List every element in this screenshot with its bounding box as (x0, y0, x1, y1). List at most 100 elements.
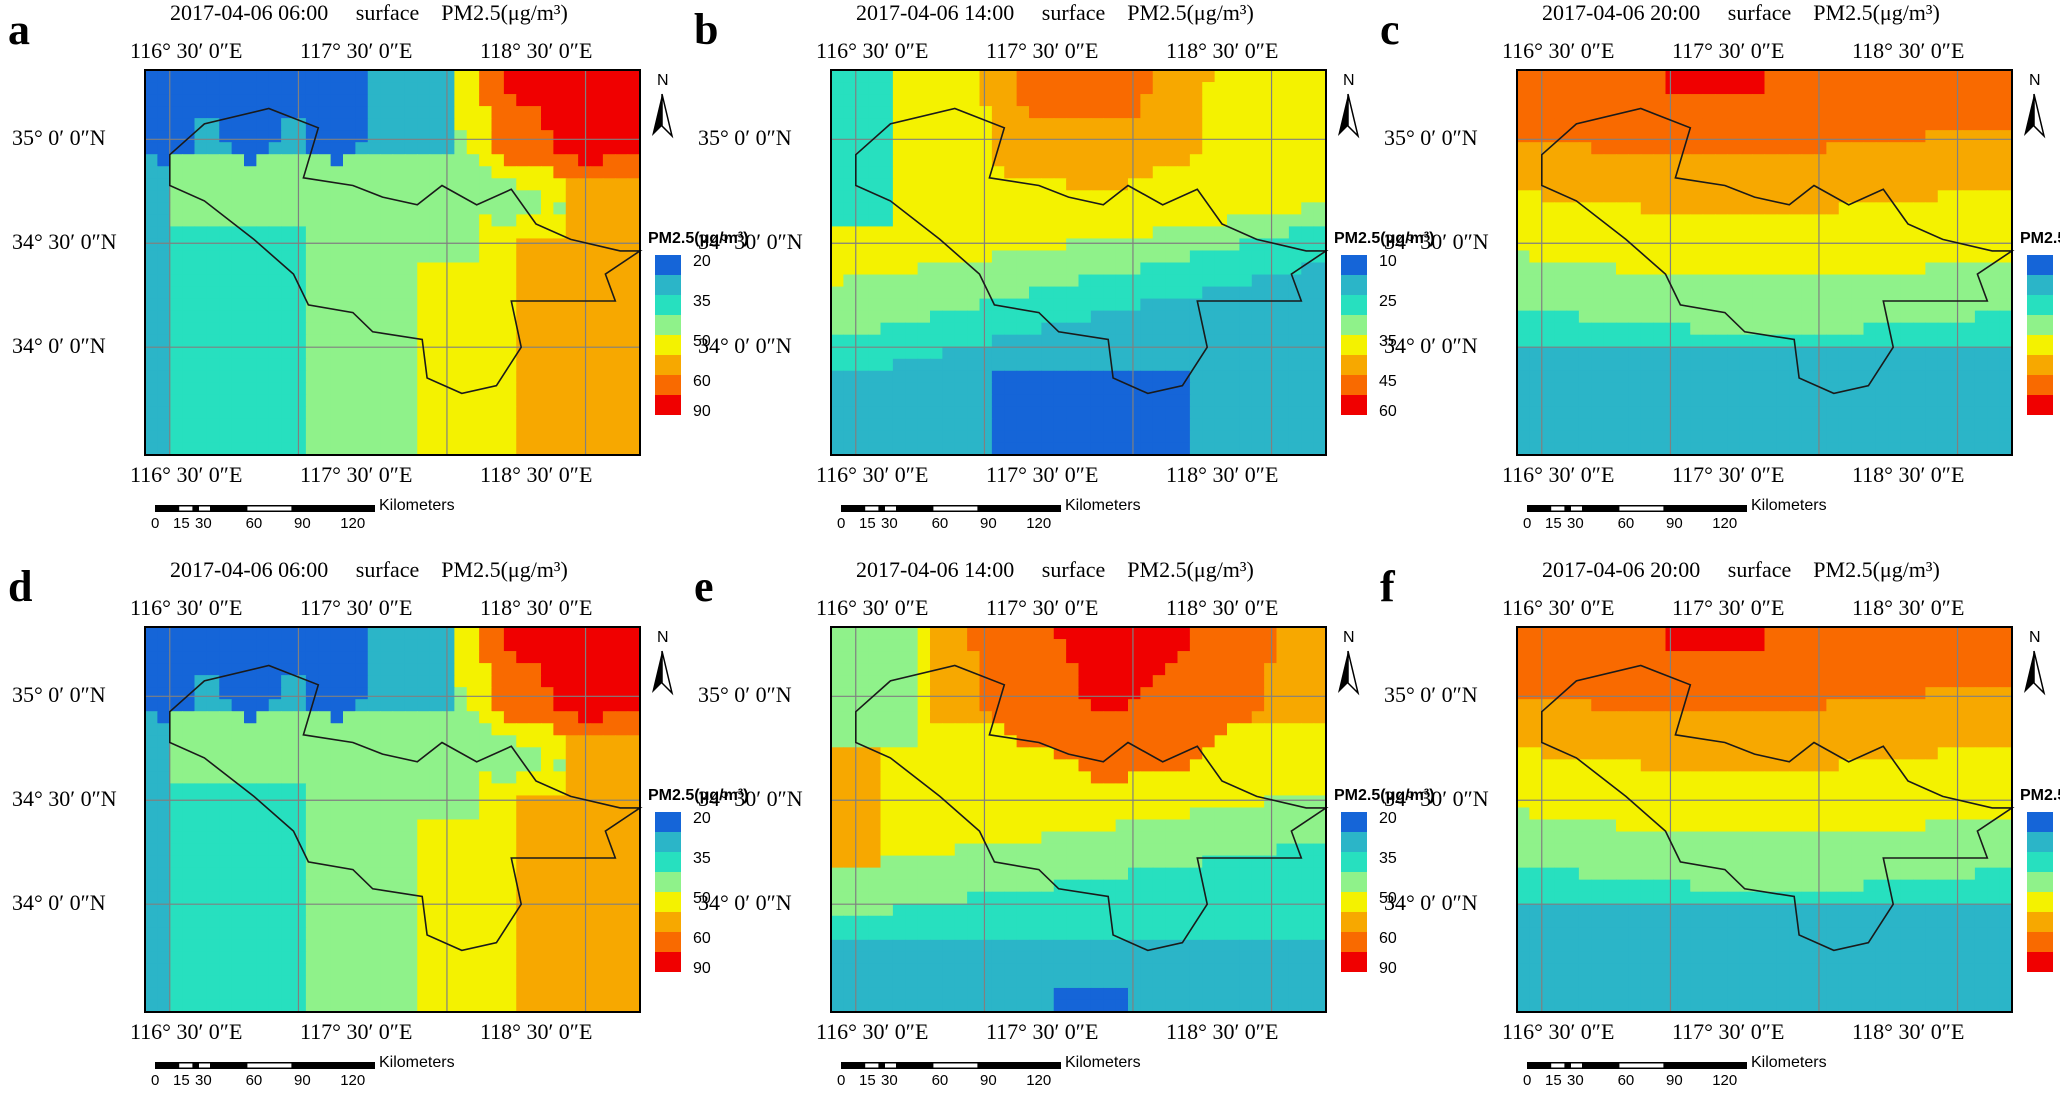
lon-label-bottom: 118° 30′ 0″E (1166, 1019, 1279, 1044)
lat-label: 34° 0′ 0″N (1384, 333, 1478, 359)
legend-title: PM2.5(μg/m³) (1334, 230, 1435, 247)
panel-label: c (1380, 5, 1400, 54)
map-panel-c: c 2017-04-06 20:00 surface PM2.5(μg/m³) 11… (1372, 0, 2060, 557)
legend-swatch (1341, 275, 1367, 295)
lon-label-top: 117° 30′ 0″E (1672, 595, 1785, 620)
region-boundary (1541, 664, 2015, 952)
legend-swatch (655, 932, 681, 952)
region-boundary (1541, 107, 2015, 395)
legend-swatch (655, 355, 681, 375)
map-svg (144, 69, 681, 512)
lon-label-bottom: 118° 30′ 0″E (480, 462, 593, 487)
legend-swatch (1341, 832, 1367, 852)
scale-tick: 90 (1666, 1072, 1683, 1089)
legend-swatch (655, 872, 681, 892)
scale-tick: 30 (1567, 1072, 1584, 1089)
scale-tick: 90 (294, 1072, 311, 1089)
scale-unit: Kilometers (1751, 1054, 1827, 1071)
legend-swatch (655, 375, 681, 395)
legend-swatch (655, 315, 681, 335)
scale-unit: Kilometers (1065, 497, 1141, 514)
scale-tick: 90 (294, 515, 311, 532)
scale-tick: 0 (1523, 515, 1532, 532)
lat-label: 34° 30′ 0″N (12, 229, 117, 255)
legend-swatch (655, 255, 681, 275)
scale-tick: 30 (195, 515, 212, 532)
lat-label: 35° 0′ 0″N (1384, 125, 1478, 151)
scale-tick: 120 (1026, 515, 1052, 532)
panel-title: 2017-04-06 14:00 surface PM2.5(μg/m³) (856, 557, 1254, 582)
map-svg (1516, 626, 2053, 1069)
north-arrow-label: N (1343, 72, 1355, 89)
lat-label: 35° 0′ 0″N (1384, 682, 1478, 708)
lat-label: 34° 0′ 0″N (698, 890, 792, 916)
scale-tick: 0 (1523, 1072, 1532, 1089)
legend-swatch (1341, 395, 1367, 415)
lat-label: 34° 30′ 0″N (1384, 786, 1489, 812)
scale-unit: Kilometers (1065, 1054, 1141, 1071)
north-arrow-label: N (657, 629, 669, 646)
legend-swatch (655, 295, 681, 315)
scale-unit: Kilometers (1751, 497, 1827, 514)
region-boundary (169, 664, 643, 952)
lon-label-bottom: 118° 30′ 0″E (1852, 1019, 1965, 1044)
legend-swatch (1341, 375, 1367, 395)
scale-tick: 30 (881, 1072, 898, 1089)
scale-tick: 0 (837, 515, 846, 532)
map-panel-a: a 2017-04-06 06:00 surface PM2.5(μg/m³) 11… (0, 0, 748, 557)
north-arrow-icon (652, 94, 662, 136)
legend-swatch (2027, 395, 2053, 415)
legend-title: PM2.5(μg/m³) (1334, 787, 1435, 804)
north-arrow-icon (1338, 651, 1348, 693)
scale-tick: 15 (173, 515, 190, 532)
lon-label-top: 118° 30′ 0″E (1166, 595, 1279, 620)
north-arrow-label: N (2029, 72, 2041, 89)
lat-label: 35° 0′ 0″N (698, 682, 792, 708)
lon-label-bottom: 116° 30′ 0″E (816, 1019, 929, 1044)
legend-swatch (655, 812, 681, 832)
scale-tick: 60 (245, 1072, 263, 1089)
legend-swatch (2027, 832, 2053, 852)
lon-label-top: 118° 30′ 0″E (1852, 38, 1965, 63)
scale-tick: 0 (151, 515, 160, 532)
scale-tick: 15 (1545, 515, 1562, 532)
lat-label: 34° 30′ 0″N (1384, 229, 1489, 255)
legend-swatch (655, 335, 681, 355)
legend-swatch (655, 852, 681, 872)
region-boundary (169, 107, 643, 395)
scale-tick: 30 (195, 1072, 212, 1089)
legend-swatch (2027, 375, 2053, 395)
legend-swatch (1341, 872, 1367, 892)
legend-swatch (1341, 932, 1367, 952)
legend-value: 25 (1379, 293, 1397, 310)
lon-label-top: 116° 30′ 0″E (130, 38, 243, 63)
legend-value: 90 (693, 960, 711, 977)
panel-title: 2017-04-06 06:00 surface PM2.5(μg/m³) (170, 557, 568, 582)
lon-label-top: 116° 30′ 0″E (1502, 38, 1615, 63)
north-arrow-icon (2024, 651, 2034, 693)
legend-swatch (655, 395, 681, 415)
legend-value: 60 (1379, 403, 1397, 420)
legend-swatch (2027, 932, 2053, 952)
lat-label: 34° 0′ 0″N (698, 333, 792, 359)
north-arrow-icon (1338, 94, 1348, 136)
legend-value: 35 (1379, 850, 1397, 867)
map-svg (1516, 69, 2053, 512)
legend-value: 45 (1379, 373, 1397, 390)
legend-swatch (655, 912, 681, 932)
legend-swatch (1341, 355, 1367, 375)
scale-tick: 90 (980, 515, 997, 532)
lon-label-top: 118° 30′ 0″E (1166, 38, 1279, 63)
legend-value: 35 (693, 850, 711, 867)
lon-label-bottom: 116° 30′ 0″E (816, 462, 929, 487)
scale-tick: 15 (173, 1072, 190, 1089)
legend-value: 60 (1379, 930, 1397, 947)
scale-tick: 120 (1026, 1072, 1052, 1089)
legend-value: 60 (693, 373, 711, 390)
panel-label: b (694, 5, 719, 54)
scale-tick: 30 (881, 515, 898, 532)
lon-label-top: 116° 30′ 0″E (816, 38, 929, 63)
lon-label-bottom: 117° 30′ 0″E (300, 462, 413, 487)
scale-unit: Kilometers (379, 1054, 455, 1071)
legend-value: 50 (693, 890, 711, 907)
